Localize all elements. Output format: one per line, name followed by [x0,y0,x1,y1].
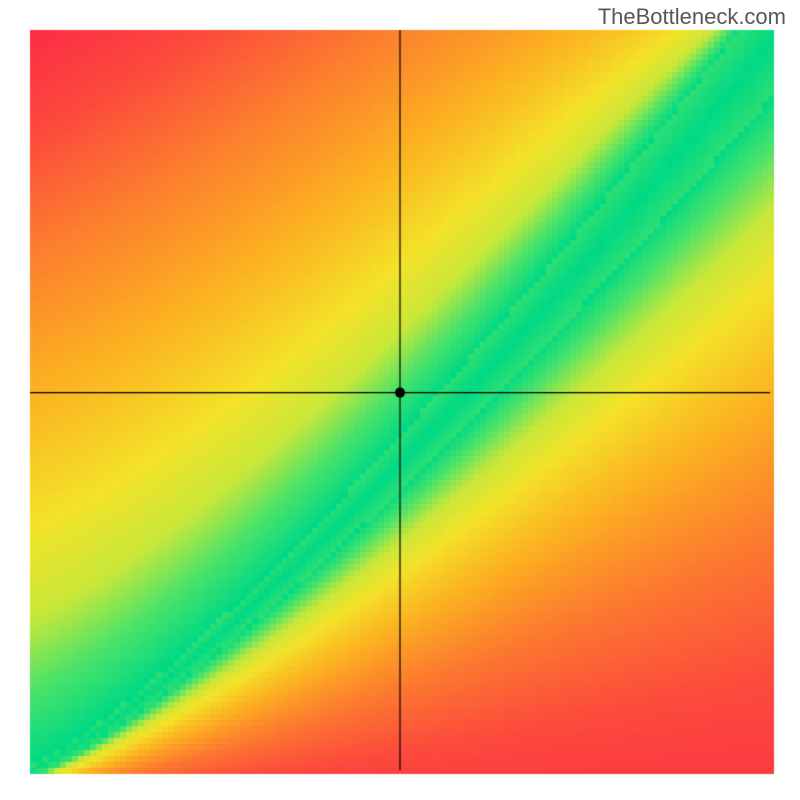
bottleneck-heatmap [0,0,800,800]
watermark-text: TheBottleneck.com [598,4,786,30]
chart-container: TheBottleneck.com [0,0,800,800]
